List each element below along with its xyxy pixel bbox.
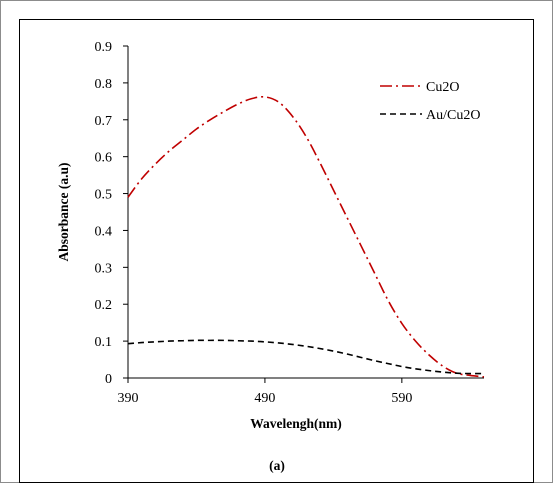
y-tick-label: 0	[105, 372, 112, 387]
y-tick-label: 0.6	[95, 151, 113, 166]
x-axis-ticks: 390 490 590	[118, 378, 412, 406]
legend-label: Cu2O	[426, 80, 459, 95]
y-axis-ticks: 0 0.1 0.2 0.3 0.4 0.5 0.6 0.7 0.8 0.9	[95, 40, 128, 387]
y-tick-label: 0.9	[95, 40, 113, 55]
y-tick-label: 0.8	[95, 77, 113, 92]
series-line-cu2o	[127, 95, 485, 378]
x-tick-label: 390	[118, 391, 139, 406]
y-tick-label: 0.4	[95, 224, 113, 239]
y-tick-label: 0.7	[95, 114, 113, 129]
legend-label: Au/Cu2O	[426, 108, 480, 123]
y-tick-label: 0.3	[95, 261, 113, 276]
series-line-au-cu2o	[127, 339, 485, 375]
y-axis-title: Absorbance (a.u)	[56, 162, 71, 261]
series-layer	[127, 95, 485, 378]
y-tick-label: 0.1	[95, 335, 113, 350]
legend: Cu2O Au/Cu2O	[380, 80, 480, 123]
x-tick-label: 490	[254, 391, 275, 406]
y-tick-label: 0.2	[95, 298, 113, 313]
x-axis-title: Wavelengh(nm)	[250, 416, 342, 431]
y-tick-label: 0.5	[95, 188, 113, 203]
x-tick-label: 590	[391, 391, 412, 406]
figure-caption: (a)	[269, 458, 285, 473]
